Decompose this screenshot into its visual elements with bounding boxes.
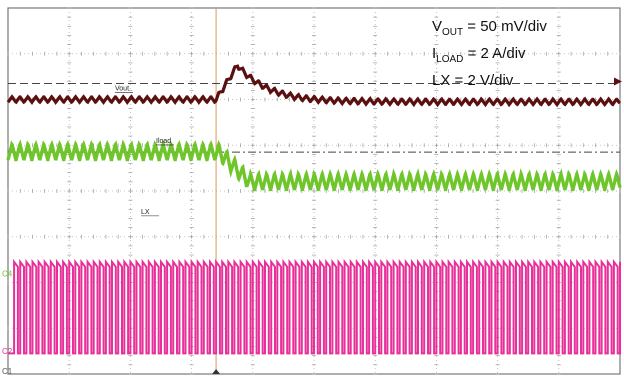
trace-labels: Vout Iload LX: [115, 85, 174, 217]
trace-label: Vout: [115, 85, 129, 92]
legend-entry-lx: LX = 2 V/div: [432, 70, 547, 91]
legend-name: V: [432, 18, 443, 35]
legend-sub: LOAD: [436, 54, 464, 65]
legend-sub: OUT: [442, 27, 464, 38]
legend-entry-iload: ILOAD = 2 A/div: [432, 43, 547, 70]
trigger-marker: [212, 369, 221, 374]
trace-lx: [8, 258, 621, 355]
trace-vout: [6, 64, 622, 108]
legend-entry-vout: VOUT = 50 mV/div: [432, 16, 547, 43]
channel-marker: C4: [2, 269, 13, 278]
trace-label: LX: [141, 209, 150, 216]
legend-scale: = 50 mV/div: [463, 18, 547, 35]
legend-name: I: [432, 45, 437, 62]
trace-iload: [6, 139, 622, 192]
traces: [6, 64, 622, 355]
legend: VOUT = 50 mV/div ILOAD = 2 A/div LX = 2 …: [432, 16, 547, 91]
channel-marker: C2: [2, 347, 13, 356]
channel-marker: C1: [2, 367, 13, 376]
legend-scale: = 2 A/div: [463, 45, 526, 62]
channel-markers: C4 C2 C1: [2, 77, 622, 376]
trace-label: Iload: [156, 138, 171, 145]
legend-scale: = 2 V/div: [450, 72, 514, 89]
legend-name: LX: [432, 72, 451, 89]
offset-marker: [614, 77, 622, 86]
